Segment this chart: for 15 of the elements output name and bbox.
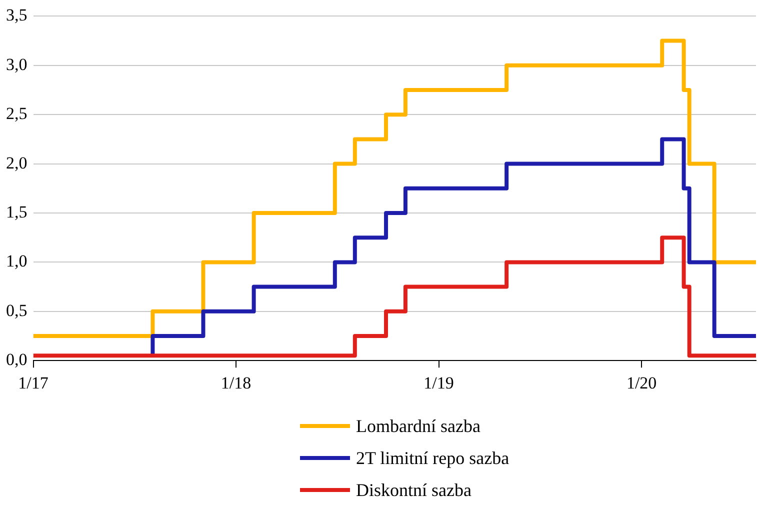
x-tick-label: 1/17 — [18, 373, 49, 392]
legend-label: Diskontní sazba — [356, 480, 472, 500]
y-tick-label: 3,5 — [6, 6, 28, 25]
y-tick-label: 1,0 — [6, 252, 28, 271]
y-tick-label: 0,5 — [6, 300, 28, 320]
x-tick-label: 1/18 — [220, 373, 252, 392]
y-tick-label: 3,0 — [6, 54, 28, 74]
legend-label: Lombardní sazba — [356, 416, 480, 436]
y-tick-label: 2,0 — [6, 153, 28, 172]
y-tick-label: 2,5 — [6, 104, 28, 124]
legend-label: 2T limitní repo sazba — [356, 448, 510, 468]
y-tick-label: 0,0 — [6, 350, 28, 370]
x-tick-label: 1/20 — [626, 373, 657, 392]
y-tick-label: 1,5 — [6, 202, 28, 222]
x-tick-label: 1/19 — [424, 373, 454, 392]
